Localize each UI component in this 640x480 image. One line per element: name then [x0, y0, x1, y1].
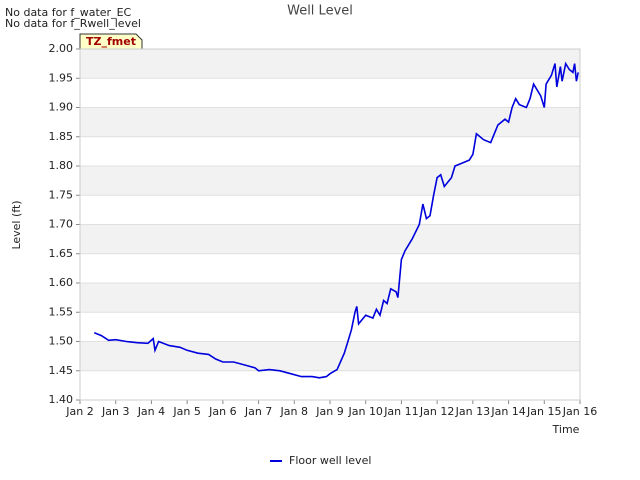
x-tick-label: Jan 11 [383, 405, 418, 418]
y-tick-label: 1.55 [49, 305, 74, 318]
x-tick-label: Jan 2 [65, 405, 93, 418]
chart-title: Well Level [287, 4, 353, 19]
x-tick-label: Jan 13 [455, 405, 490, 418]
x-tick-label: Jan 9 [315, 405, 343, 418]
no-data-message: No data for f_Rwell_level [5, 17, 141, 30]
x-tick-label: Jan 14 [490, 405, 525, 418]
x-tick-label: Jan 4 [137, 405, 165, 418]
grid-band [80, 166, 580, 196]
badge-box [79, 33, 143, 50]
y-tick-label: 1.50 [49, 335, 74, 348]
x-tick-label: Jan 10 [347, 405, 382, 418]
y-tick-label: 2.00 [49, 42, 74, 55]
y-tick-label: 1.60 [49, 276, 74, 289]
y-tick-label: 1.65 [49, 247, 74, 260]
grid-band [80, 224, 580, 254]
no-data-message: No data for f_water_EC [5, 6, 132, 19]
x-axis-label: Time [552, 423, 580, 436]
legend-label: Floor well level [289, 454, 371, 467]
x-tick-label: Jan 7 [244, 405, 272, 418]
x-tick-label: Jan 6 [208, 405, 236, 418]
y-tick-label: 1.90 [49, 101, 74, 114]
y-tick-label: 1.85 [49, 130, 74, 143]
grid-band [80, 107, 580, 137]
x-tick-label: Jan 15 [526, 405, 561, 418]
y-tick-label: 1.40 [49, 393, 74, 406]
plot-frame [79, 48, 581, 401]
y-tick-label: 1.75 [49, 188, 74, 201]
badge: TZ_fmet [86, 35, 136, 48]
x-tick-label: Jan 12 [419, 405, 454, 418]
grid-band [80, 283, 580, 313]
x-tick-label: Jan 8 [280, 405, 308, 418]
y-tick-label: 1.95 [49, 71, 74, 84]
x-tick-label: Jan 3 [101, 405, 129, 418]
x-tick-label: Jan 5 [172, 405, 200, 418]
series-line [93, 61, 579, 379]
y-tick-label: 1.45 [49, 364, 74, 377]
x-tick-label: Jan 16 [562, 405, 597, 418]
grid-band [80, 49, 580, 79]
grid-band [80, 341, 580, 371]
y-axis-label: Level (ft) [10, 200, 23, 249]
y-tick-label: 1.80 [49, 159, 74, 172]
y-tick-label: 1.70 [49, 218, 74, 231]
